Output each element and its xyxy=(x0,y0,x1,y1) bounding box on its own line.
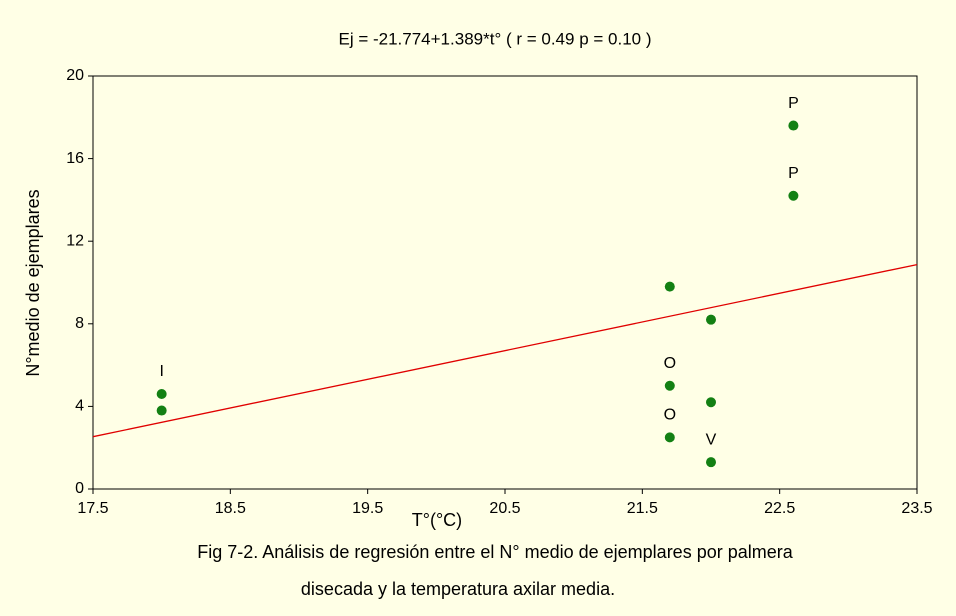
data-point xyxy=(706,397,716,408)
x-tick-label: 19.5 xyxy=(352,500,383,517)
y-tick-label: 0 xyxy=(75,480,84,497)
x-tick-label: 22.5 xyxy=(764,500,795,517)
data-point xyxy=(664,432,675,443)
data-point xyxy=(706,457,716,468)
chart-title: Ej = -21.774+1.389*t° ( r = 0.49 p = 0.1… xyxy=(338,29,651,48)
point-label: I xyxy=(159,363,163,380)
y-tick-label: 12 xyxy=(66,232,84,249)
regression-line xyxy=(92,263,918,438)
point-label: P xyxy=(788,95,799,112)
x-tick-label: 20.5 xyxy=(489,500,520,517)
point-label: O xyxy=(664,407,676,424)
y-tick-label: 16 xyxy=(66,150,84,167)
x-tick-label: 23.5 xyxy=(901,500,932,517)
data-point xyxy=(664,281,675,292)
x-tick-label: 17.5 xyxy=(77,500,108,517)
x-axis-label: T°(°C) xyxy=(412,510,462,530)
y-tick-label: 20 xyxy=(66,67,84,84)
data-point xyxy=(788,120,799,131)
data-point xyxy=(156,405,167,416)
y-tick-label: 4 xyxy=(75,398,84,415)
x-tick-label: 21.5 xyxy=(627,500,658,517)
data-point xyxy=(788,190,799,201)
caption-line: disecada y la temperatura axilar media. xyxy=(301,579,615,599)
x-tick-label: 18.5 xyxy=(215,500,246,517)
caption-line: Fig 7-2. Análisis de regresión entre el … xyxy=(197,542,793,562)
point-label: V xyxy=(706,431,717,448)
data-point xyxy=(156,389,167,400)
data-point xyxy=(706,314,716,325)
point-label: O xyxy=(664,355,676,372)
y-tick-label: 8 xyxy=(75,315,84,332)
data-point xyxy=(664,380,675,391)
plot-frame xyxy=(92,75,918,490)
point-label: P xyxy=(788,165,799,182)
y-axis-label: N°medio de ejemplares xyxy=(23,189,43,376)
